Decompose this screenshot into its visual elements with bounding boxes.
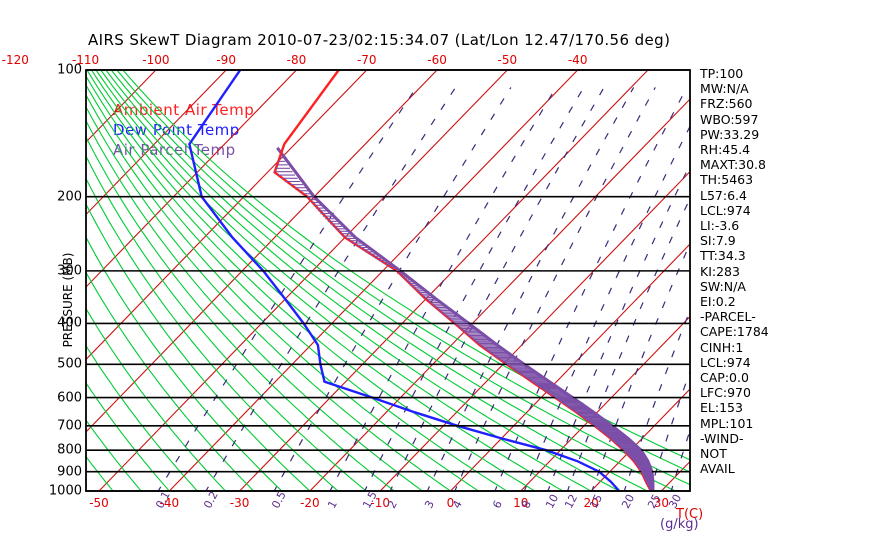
sounding-param-10: LI:-3.6 bbox=[700, 218, 740, 234]
pressure-tick-700: 700 bbox=[57, 418, 82, 434]
bottom-temp-tick-20: 20 bbox=[583, 496, 599, 510]
top-temp-tick--40: -40 bbox=[567, 53, 588, 67]
top-temp-tick--90: -90 bbox=[216, 53, 236, 67]
pressure-tick-300: 300 bbox=[57, 263, 82, 279]
sounding-param-16: -PARCEL- bbox=[700, 309, 756, 325]
sounding-parameters-panel: TP:100 MW:N/A FRZ:560 WBO:597 PW:33.29 RH:45.… bbox=[700, 66, 820, 476]
top-temp-tick--110: -110 bbox=[71, 53, 100, 67]
sounding-param-2: FRZ:560 bbox=[700, 96, 753, 112]
bottom-temp-tick-30: 30 bbox=[653, 496, 670, 510]
bottom-temp-tick-0: 0 bbox=[446, 496, 455, 510]
sounding-param-26: AVAIL bbox=[700, 461, 735, 477]
sounding-param-4: PW:33.29 bbox=[700, 126, 760, 142]
sounding-param-21: LFC:970 bbox=[700, 385, 751, 401]
sounding-param-24: -WIND- bbox=[700, 430, 744, 446]
dewpoint-curve bbox=[188, 70, 621, 491]
pressure-tick-200: 200 bbox=[57, 189, 82, 205]
pressure-tick-400: 400 bbox=[57, 315, 82, 331]
sounding-param-15: EI:0.2 bbox=[700, 294, 736, 310]
bottom-temp-tick--30: -30 bbox=[229, 496, 250, 510]
bottom-temp-tick--50: -50 bbox=[89, 496, 109, 510]
bottom-temp-tick--10: -10 bbox=[370, 496, 390, 510]
sounding-param-5: RH:45.4 bbox=[700, 142, 751, 158]
sounding-param-25: NOT bbox=[700, 446, 727, 462]
top-temp-tick--70: -70 bbox=[356, 53, 377, 67]
pressure-tick-500: 500 bbox=[57, 356, 82, 372]
temperature-axis-label: T(C) bbox=[676, 507, 704, 522]
page-title: AIRS SkewT Diagram 2010-07-23/02:15:34.0… bbox=[88, 31, 671, 49]
top-temp-tick--60: -60 bbox=[427, 53, 447, 67]
sounding-param-17: CAPE:1784 bbox=[700, 324, 769, 340]
sounding-param-18: CINH:1 bbox=[700, 339, 744, 355]
sounding-param-23: MPL:101 bbox=[700, 415, 754, 431]
top-temp-tick--50: -50 bbox=[497, 53, 518, 67]
sounding-param-0: TP:100 bbox=[700, 66, 744, 81]
sounding-param-22: EL:153 bbox=[700, 400, 743, 416]
pressure-tick-100: 100 bbox=[57, 62, 82, 78]
bottom-temp-tick-10: 10 bbox=[513, 496, 529, 510]
parcel-temp-curve bbox=[276, 146, 655, 491]
sounding-param-19: LCL:974 bbox=[700, 354, 751, 370]
sounding-param-9: LCL:974 bbox=[700, 202, 751, 218]
sounding-param-11: SI:7.9 bbox=[700, 233, 736, 249]
pressure-tick-1000: 1000 bbox=[48, 483, 82, 499]
mixing-ratio-axis-label: (g/kg) bbox=[660, 517, 699, 532]
sounding-param-1: MW:N/A bbox=[700, 81, 749, 97]
pressure-tick-800: 800 bbox=[57, 442, 82, 458]
bottom-temp-tick--20: -20 bbox=[300, 496, 320, 510]
sounding-param-3: WBO:597 bbox=[700, 111, 759, 127]
top-temp-tick--100: -100 bbox=[142, 53, 170, 67]
sounding-param-14: SW:N/A bbox=[700, 278, 746, 294]
sounding-param-13: KI:283 bbox=[700, 263, 740, 279]
bottom-temp-tick--40: -40 bbox=[159, 496, 180, 510]
pressure-tick-900: 900 bbox=[57, 464, 82, 480]
pressure-tick-600: 600 bbox=[57, 390, 82, 406]
sounding-param-8: L57:6.4 bbox=[700, 187, 747, 203]
sounding-param-7: TH:5463 bbox=[700, 172, 754, 188]
sounding-param-12: TT:34.3 bbox=[700, 248, 746, 264]
sounding-param-20: CAP:0.0 bbox=[700, 370, 749, 386]
top-temp-tick--120: -120 bbox=[1, 53, 29, 67]
top-temp-tick--80: -80 bbox=[286, 53, 307, 67]
sounding-param-6: MAXT:30.8 bbox=[700, 157, 766, 173]
